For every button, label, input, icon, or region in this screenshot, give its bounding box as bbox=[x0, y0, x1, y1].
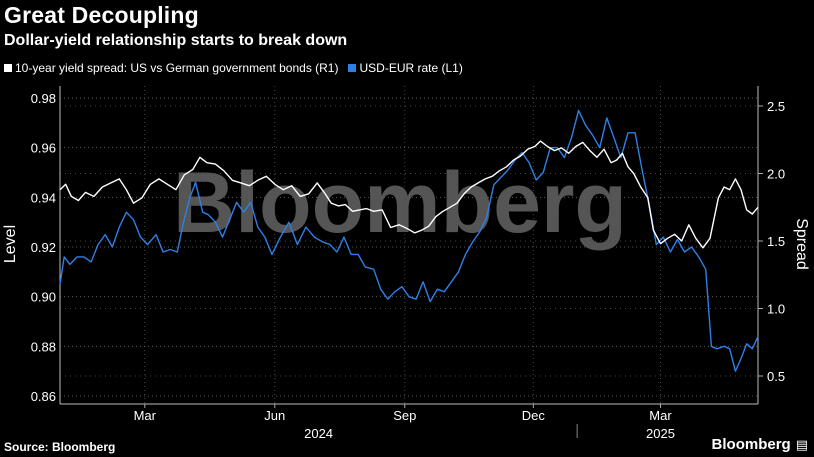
brand-logo: Bloomberg ▤ bbox=[712, 436, 808, 453]
y-right-tick-label: 1.5 bbox=[767, 234, 785, 249]
y-left-axis-title: Level bbox=[2, 225, 19, 263]
legend-item-usdeur: USD-EUR rate (L1) bbox=[348, 61, 463, 75]
legend-swatch-white-icon bbox=[4, 64, 12, 72]
x-tick-label: Mar bbox=[649, 408, 672, 423]
x-tick-label: Sep bbox=[393, 408, 416, 423]
x-year-label: 2025 bbox=[646, 426, 675, 441]
legend-label-spread: 10-year yield spread: US vs German gover… bbox=[15, 61, 339, 75]
chart-badge-icon: ▤ bbox=[795, 436, 808, 452]
y-left-tick-label: 0.86 bbox=[31, 389, 56, 404]
y-left-tick-label: 0.96 bbox=[31, 141, 56, 156]
brand-name: Bloomberg bbox=[711, 436, 791, 453]
y-right-tick-label: 2.5 bbox=[767, 99, 785, 114]
y-right-axis-title: Spread bbox=[793, 218, 810, 270]
source-note: Source: Bloomberg bbox=[4, 440, 116, 454]
y-left-tick-label: 0.94 bbox=[31, 190, 56, 205]
y-left-tick-label: 0.98 bbox=[31, 91, 56, 106]
chart-title: Great Decoupling bbox=[4, 2, 199, 28]
x-tick-label: Jun bbox=[264, 408, 285, 423]
legend-label-usdeur: USD-EUR rate (L1) bbox=[359, 61, 463, 75]
y-left-tick-label: 0.88 bbox=[31, 339, 56, 354]
legend: 10-year yield spread: US vs German gover… bbox=[4, 61, 463, 75]
y-right-tick-label: 2.0 bbox=[767, 167, 785, 182]
x-year-label: 2024 bbox=[304, 426, 333, 441]
legend-item-spread: 10-year yield spread: US vs German gover… bbox=[4, 61, 338, 75]
x-tick-label: Mar bbox=[134, 408, 157, 423]
chart-subtitle: Dollar-yield relationship starts to brea… bbox=[4, 32, 348, 49]
y-right-tick-label: 1.0 bbox=[767, 302, 785, 317]
y-left-tick-label: 0.90 bbox=[31, 290, 56, 305]
y-left-tick-label: 0.92 bbox=[31, 240, 56, 255]
y-right-tick-label: 0.5 bbox=[767, 369, 785, 384]
x-tick-label: Dec bbox=[522, 408, 546, 423]
watermark: Bloomberg bbox=[173, 155, 627, 251]
series-line-yield-spread bbox=[59, 140, 759, 249]
legend-swatch-blue-icon bbox=[348, 64, 357, 72]
